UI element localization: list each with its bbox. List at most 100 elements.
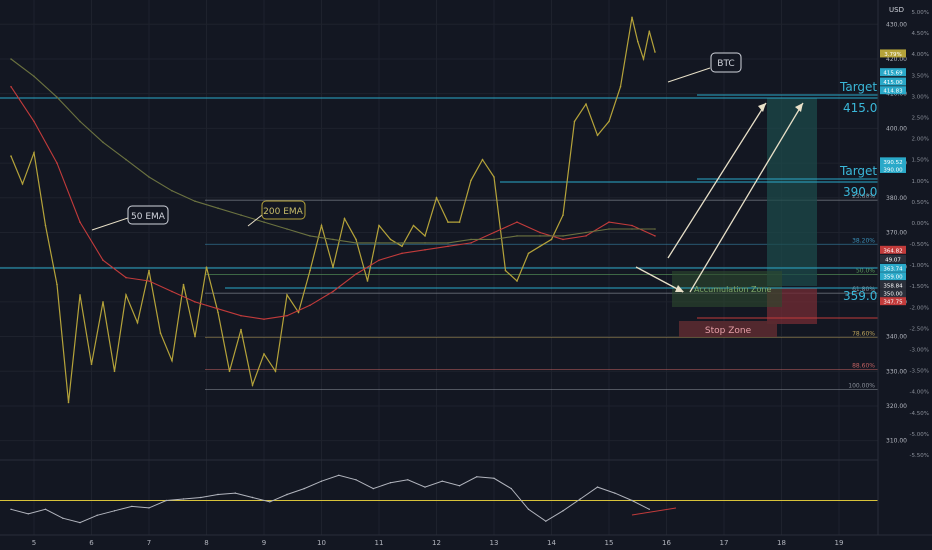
series-point <box>585 231 587 234</box>
series-point <box>470 242 472 244</box>
series-point <box>263 221 265 223</box>
series-point <box>228 370 231 373</box>
rsi-point <box>631 499 633 502</box>
callout-line-50ema <box>91 217 129 231</box>
rsi-point <box>338 474 340 476</box>
price-badge-label: 364.82 <box>883 248 902 254</box>
fib-level-label: 100.00% <box>848 383 875 390</box>
price-badge <box>880 157 906 166</box>
series-point <box>136 321 139 324</box>
arrow-to-accumulation <box>635 266 684 293</box>
series-point <box>355 273 357 275</box>
series-point <box>378 259 380 262</box>
price-badge-label: 414.83 <box>883 89 903 95</box>
rsi-point <box>113 510 116 512</box>
rsi-point <box>320 480 323 482</box>
series-point <box>619 85 622 88</box>
series-point <box>424 242 426 244</box>
percent-tick-label: -4.00% <box>910 390 929 396</box>
time-tick-label: 11 <box>375 539 384 547</box>
series-point <box>516 221 518 223</box>
rsi-point <box>200 496 202 499</box>
series-point <box>56 283 58 286</box>
series-point <box>343 217 346 220</box>
rsi-point <box>10 508 12 510</box>
series-point <box>608 221 610 223</box>
series-point <box>67 401 70 404</box>
series-point <box>44 224 47 227</box>
series-point <box>366 280 369 282</box>
series-point <box>562 235 564 237</box>
time-axis: 5 6 7 8 9 10 11 12 13 14 15 16 17 18 19 <box>0 534 932 547</box>
time-tick-label: 9 <box>262 539 266 547</box>
series-point <box>102 141 104 144</box>
axis-unit-label: USD <box>889 6 904 14</box>
rsi-point <box>562 510 564 512</box>
price-tick-label: 400.00 <box>886 125 907 132</box>
price-badge <box>880 272 906 281</box>
series-point <box>608 120 610 123</box>
series-point <box>56 162 58 164</box>
series-point <box>539 245 541 248</box>
time-tick-label: 13 <box>490 539 499 547</box>
rsi-point <box>234 492 236 494</box>
series-point <box>148 269 150 272</box>
rsi-point <box>424 486 426 488</box>
series-point <box>412 224 415 227</box>
series-point <box>642 58 645 60</box>
series-point <box>320 224 323 227</box>
series-point <box>102 301 104 303</box>
rsi-point <box>303 487 305 490</box>
series-point <box>458 221 461 223</box>
series-point <box>148 176 150 178</box>
series-point <box>493 231 495 234</box>
time-tick-label: 12 <box>432 539 441 547</box>
series-point <box>125 276 127 279</box>
series-point <box>470 179 472 182</box>
callout-line-200ema <box>247 214 263 227</box>
rsi-point <box>596 486 599 488</box>
series-point <box>182 283 185 286</box>
price-badge <box>880 77 906 86</box>
series-point <box>516 280 518 282</box>
arrow-to-target2-b <box>689 102 804 293</box>
series-point <box>539 231 541 234</box>
series-point <box>332 290 334 293</box>
fib-level-label: 88.60% <box>852 363 875 370</box>
price-badge-label: 49.07 <box>885 257 901 263</box>
series-point <box>447 221 449 223</box>
target2-value: 415.00 <box>843 101 885 115</box>
series-point <box>251 384 254 386</box>
series-point <box>389 238 392 241</box>
series-point <box>21 183 24 185</box>
series-point <box>194 301 196 303</box>
series-point <box>424 235 426 237</box>
series-point <box>33 120 35 123</box>
percent-tick-label: 4.00% <box>912 52 929 58</box>
series-point <box>171 360 173 362</box>
price-badge <box>880 289 906 298</box>
percent-tick-label: 1.00% <box>912 179 929 185</box>
series-point <box>297 311 300 314</box>
series-point <box>447 242 449 244</box>
percent-tick-label: -4.50% <box>910 411 929 417</box>
series-point <box>470 238 472 241</box>
series-point <box>585 235 587 237</box>
series-point <box>56 96 58 98</box>
target1-label: Target 1 <box>839 164 889 178</box>
percent-tick-label: 0.00% <box>912 221 929 227</box>
series-point <box>481 158 484 161</box>
rsi-point <box>458 485 461 487</box>
accumulation-label: Accumulation Zone <box>694 285 772 294</box>
price-badge-label: 390.52 <box>883 160 902 166</box>
price-tick-label: 340.00 <box>886 334 907 341</box>
price-badge-label: 350.00 <box>883 292 903 298</box>
percent-tick-label: -5.50% <box>910 453 929 459</box>
series-point <box>263 318 265 321</box>
price-badge <box>880 49 906 58</box>
time-tick-label: 6 <box>89 539 94 547</box>
price-tick-label: 420.00 <box>886 56 907 63</box>
rsi-point <box>527 508 530 510</box>
series-point <box>585 103 587 105</box>
